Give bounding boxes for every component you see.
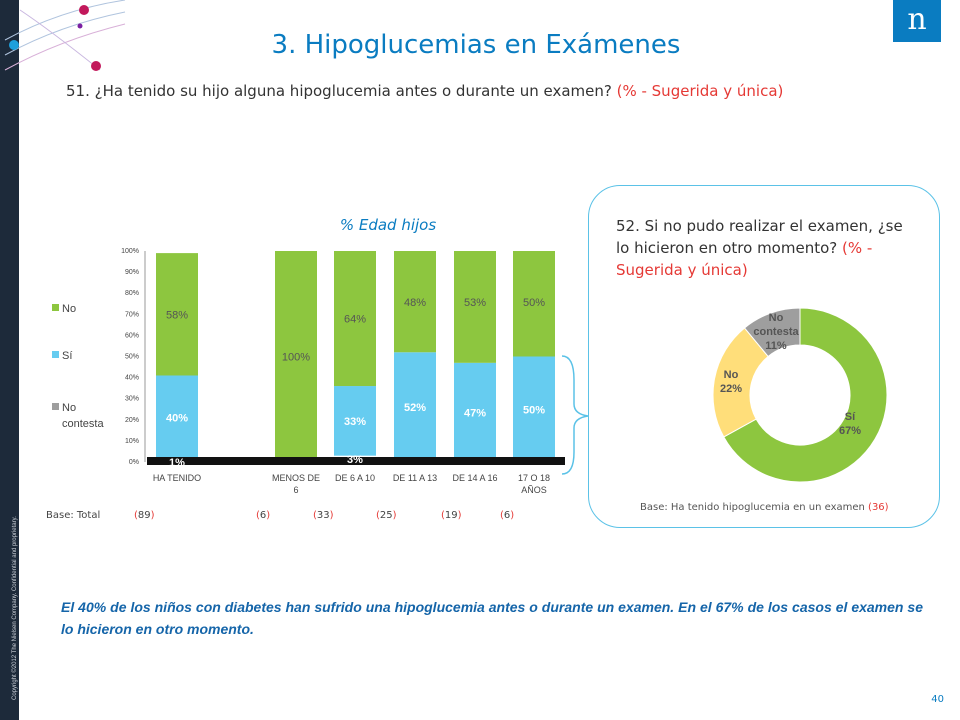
donut-base-text: Base: Ha tenido hipoglucemia en un exame… bbox=[640, 502, 865, 513]
data-label-si: 47% bbox=[464, 407, 486, 419]
legend-label: No bbox=[62, 303, 76, 315]
bar-segment-si bbox=[334, 386, 376, 456]
donut-chart: Sí 67% No 22% No contesta 11% bbox=[712, 307, 888, 483]
bar-segment-no bbox=[334, 251, 376, 387]
base-value: (19) bbox=[441, 510, 462, 521]
data-label-no-contesta: 1% bbox=[169, 457, 185, 469]
legend-swatch bbox=[52, 351, 59, 358]
bar-chart-title: % Edad hijos bbox=[339, 216, 437, 234]
nielsen-logo: n bbox=[893, 0, 941, 42]
legend-label: No bbox=[62, 402, 76, 414]
data-label-si: 40% bbox=[166, 413, 188, 425]
legend-label: Sí bbox=[62, 350, 72, 362]
bar-segment-no bbox=[275, 251, 317, 462]
y-tick-label: 50% bbox=[125, 354, 139, 361]
question-52-note: (% - Sugerida y única) bbox=[616, 239, 873, 279]
bar-segment-si bbox=[156, 375, 198, 460]
base-value: (25) bbox=[376, 510, 397, 521]
bar-segment-si bbox=[394, 352, 436, 462]
question-52-text: 52. Si no pudo realizar el examen, ¿se l… bbox=[616, 217, 903, 257]
data-label-no: 48% bbox=[404, 297, 426, 309]
dot-magenta-2 bbox=[91, 61, 101, 71]
donut-label: No bbox=[769, 312, 784, 324]
data-label-si: 33% bbox=[344, 416, 366, 428]
x-tick-label: 6 bbox=[293, 485, 298, 495]
legend-swatch bbox=[52, 403, 59, 410]
donut-label: 67% bbox=[839, 425, 861, 437]
no-contesta-band bbox=[147, 457, 565, 465]
y-tick-label: 0% bbox=[129, 459, 139, 466]
data-label-no: 50% bbox=[523, 297, 545, 309]
donut-base-value: (36) bbox=[868, 502, 889, 513]
y-tick-label: 90% bbox=[125, 269, 139, 276]
question-51: 51. ¿Ha tenido su hijo alguna hipoglucem… bbox=[66, 82, 783, 100]
data-label-no-contesta: 3% bbox=[347, 454, 363, 466]
bar-segment-no bbox=[156, 253, 198, 376]
y-tick-label: 70% bbox=[125, 311, 139, 318]
base-value: (89) bbox=[134, 510, 155, 521]
y-tick-label: 20% bbox=[125, 417, 139, 424]
x-tick-label: DE 14 A 16 bbox=[452, 473, 497, 483]
y-tick-label: 10% bbox=[125, 438, 139, 445]
question-51-text: 51. ¿Ha tenido su hijo alguna hipoglucem… bbox=[66, 82, 612, 100]
donut-label: 22% bbox=[720, 383, 742, 395]
y-tick-label: 60% bbox=[125, 332, 139, 339]
data-label-no: 64% bbox=[344, 314, 366, 326]
data-label-si: 50% bbox=[523, 404, 545, 416]
page-number: 40 bbox=[931, 694, 944, 705]
data-label-si: 52% bbox=[404, 402, 426, 414]
dot-magenta bbox=[79, 5, 89, 15]
donut-slice bbox=[743, 307, 801, 358]
x-tick-label: MENOS DE bbox=[272, 473, 320, 483]
x-tick-label: HA TENIDO bbox=[153, 473, 201, 483]
y-tick-label: 40% bbox=[125, 375, 139, 382]
base-value: (33) bbox=[313, 510, 334, 521]
base-value: (6) bbox=[256, 510, 271, 521]
donut-label: 11% bbox=[765, 340, 787, 352]
donut-label: contesta bbox=[753, 326, 799, 338]
y-tick-label: 80% bbox=[125, 290, 139, 297]
x-tick-label: DE 6 A 10 bbox=[335, 473, 375, 483]
bar-segment-no bbox=[394, 251, 436, 353]
donut-base: Base: Ha tenido hipoglucemia en un exame… bbox=[640, 502, 889, 513]
y-tick-label: 30% bbox=[125, 396, 139, 403]
question-51-note: (% - Sugerida y única) bbox=[616, 82, 784, 100]
page-title: 3. Hipoglucemias en Exámenes bbox=[271, 30, 681, 60]
donut-label: Sí bbox=[845, 411, 856, 423]
bar-segment-no bbox=[454, 251, 496, 363]
donut-panel bbox=[588, 185, 940, 528]
bar-segment-si bbox=[454, 362, 496, 462]
donut-slice bbox=[723, 307, 888, 483]
decorative-dots bbox=[4, 0, 126, 71]
y-tick-label: 100% bbox=[121, 248, 139, 255]
data-label-no: 58% bbox=[166, 309, 188, 321]
bar-segment-si bbox=[513, 356, 555, 462]
x-tick-label: DE 11 A 13 bbox=[393, 473, 437, 483]
base-total-label: Base: Total bbox=[46, 510, 101, 521]
copyright-text: Copyright ©2012 The Nielsen Company. Con… bbox=[12, 516, 18, 700]
data-label-no: 100% bbox=[282, 352, 310, 364]
left-decor-strip bbox=[0, 0, 19, 720]
base-value: (6) bbox=[500, 510, 515, 521]
conclusion-text: El 40% de los niños con diabetes han suf… bbox=[61, 599, 923, 637]
legend-label: contesta bbox=[62, 418, 104, 430]
question-52: 52. Si no pudo realizar el examen, ¿se l… bbox=[616, 215, 916, 281]
donut-label: No bbox=[724, 369, 739, 381]
x-tick-label: 17 O 18 bbox=[518, 473, 550, 483]
stacked-bar-chart: 0% 10% 20% 30% 40% 50% 60% 70% 80% 90% 100% HA TENI… bbox=[52, 248, 565, 495]
dot-blue bbox=[9, 40, 19, 50]
bar-segment-no bbox=[513, 251, 555, 357]
x-tick-label: AÑOS bbox=[521, 485, 547, 495]
data-label-no: 53% bbox=[464, 297, 486, 309]
legend-swatch bbox=[52, 304, 59, 311]
